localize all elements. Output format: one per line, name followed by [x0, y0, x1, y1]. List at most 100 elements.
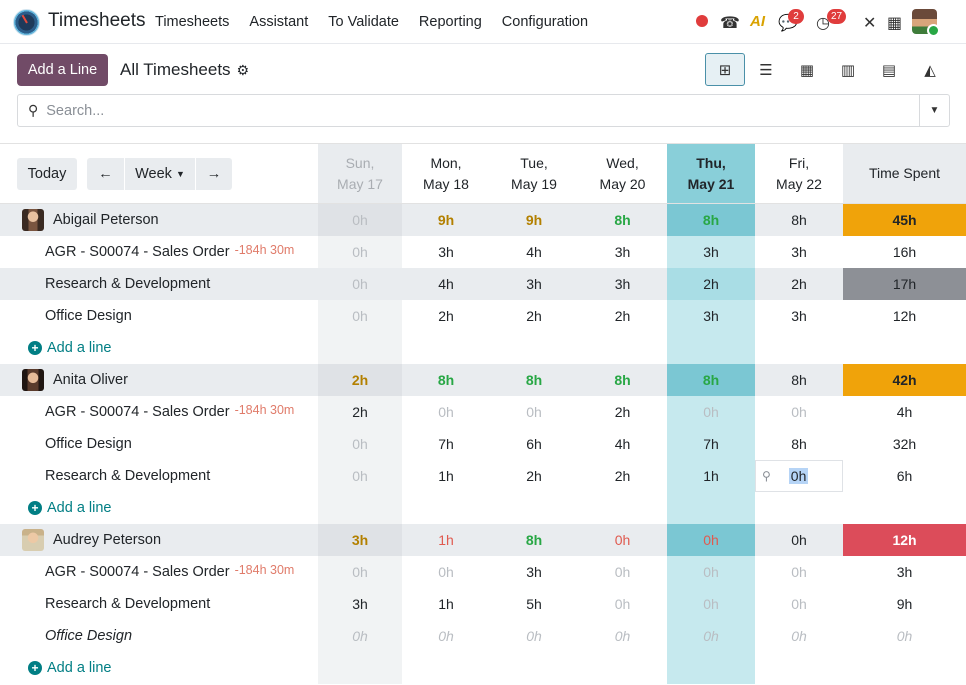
hours-cell[interactable]: 2h [614, 468, 631, 484]
task-label: Office Design [0, 620, 318, 652]
hours-cell[interactable]: 0h [318, 300, 402, 332]
hours-cell[interactable]: 3h [318, 588, 402, 620]
calendar-view-button[interactable]: ▦ [787, 53, 827, 86]
hours-cell[interactable]: 4h [438, 276, 454, 292]
grid-view-button[interactable]: ⊞ [705, 53, 745, 86]
graph-view-button[interactable]: ◭ [910, 53, 950, 86]
hours-cell[interactable]: 4h [614, 436, 631, 452]
range-dropdown[interactable]: Week ▼ [124, 158, 196, 190]
phone-icon[interactable]: ☎ [720, 15, 740, 32]
hours-cell[interactable]: 0h [526, 628, 542, 644]
hours-cell[interactable]: 3h [667, 236, 755, 268]
hours-cell[interactable]: 0h [614, 564, 631, 580]
add-line-label: Add a line [47, 340, 112, 356]
day-name: Thu, [696, 154, 726, 171]
hours-cell[interactable]: 0h [318, 236, 402, 268]
employee-row[interactable]: Abigail Peterson 0h 9h 9h 8h 8h 8h 45h [0, 204, 966, 236]
user-avatar[interactable] [912, 9, 940, 37]
calculator-icon[interactable]: ▦ [887, 15, 903, 32]
search-input[interactable]: Search... [46, 102, 105, 119]
hours-cell[interactable]: 0h [667, 556, 755, 588]
hours-cell[interactable]: 3h [667, 300, 755, 332]
add-a-line-button[interactable]: Add a Line [17, 54, 108, 86]
hours-cell[interactable]: 1h [438, 596, 454, 612]
breadcrumb-title: All Timesheets [120, 60, 231, 79]
hours-input[interactable]: 0h [788, 468, 809, 484]
hours-cell[interactable]: 2h [614, 404, 631, 420]
hours-cell[interactable]: 2h [526, 308, 542, 324]
hours-cell[interactable]: 0h [667, 588, 755, 620]
task-label: AGR - S00074 - Sales Order -184h 30m [0, 396, 318, 428]
hours-cell[interactable]: 0h [318, 460, 402, 492]
hours-cell[interactable]: 6h [526, 436, 542, 452]
hours-cell[interactable]: 0h [614, 628, 631, 644]
line-total: 4h [896, 404, 913, 420]
list-view-button[interactable]: ☰ [746, 53, 786, 86]
hours-cell[interactable]: 3h [614, 244, 631, 260]
hours-cell[interactable]: 3h [526, 276, 542, 292]
hours-cell[interactable]: 7h [438, 436, 454, 452]
hours-cell[interactable]: 1h [438, 468, 454, 484]
add-line-link[interactable]: + Add a line [0, 492, 318, 524]
timesheets-app-icon[interactable] [13, 9, 40, 36]
hours-cell-editing[interactable]: ⚲ 0h [755, 460, 843, 492]
hours-cell[interactable]: 4h [526, 244, 542, 260]
hours-cell[interactable]: 2h [614, 308, 631, 324]
kanban-view-button[interactable]: ▥ [828, 53, 868, 86]
next-button[interactable]: → [196, 158, 232, 190]
menu-assistant[interactable]: Assistant [249, 14, 309, 30]
hours-cell[interactable]: 0h [791, 404, 807, 420]
hours-cell[interactable]: 0h [318, 268, 402, 300]
employee-row[interactable]: Audrey Peterson 3h 1h 8h 0h 0h 0h 12h [0, 524, 966, 556]
hours-cell[interactable]: 0h [791, 564, 807, 580]
ai-icon[interactable]: AI [750, 13, 765, 30]
hours-cell[interactable]: 0h [318, 556, 402, 588]
menu-configuration[interactable]: Configuration [501, 14, 589, 30]
hours-cell[interactable]: 0h [791, 628, 807, 644]
search-dropdown-toggle[interactable]: ▼ [919, 95, 949, 126]
task-label: Research & Development [0, 588, 318, 620]
hours-cell[interactable]: 3h [526, 564, 542, 580]
hours-cell[interactable]: 3h [438, 244, 454, 260]
menu-reporting[interactable]: Reporting [418, 14, 482, 30]
hours-cell[interactable]: 0h [526, 404, 542, 420]
hours-cell[interactable]: 3h [791, 244, 807, 260]
pivot-view-button[interactable]: ▤ [869, 53, 909, 86]
hours-cell[interactable]: 7h [667, 428, 755, 460]
add-line-link[interactable]: + Add a line [0, 652, 318, 684]
hours-cell[interactable]: 0h [438, 404, 454, 420]
recording-dot-icon[interactable] [696, 15, 708, 27]
hours-cell[interactable]: 5h [526, 596, 542, 612]
hours-cell[interactable]: 0h [667, 396, 755, 428]
hours-cell[interactable]: 3h [791, 308, 807, 324]
today-button[interactable]: Today [17, 158, 77, 190]
magnifier-icon[interactable]: ⚲ [762, 469, 771, 483]
hours-cell[interactable]: 1h [667, 460, 755, 492]
hours-cell[interactable]: 2h [791, 276, 807, 292]
hours-cell[interactable]: 2h [526, 468, 542, 484]
previous-button[interactable]: ← [87, 158, 124, 190]
day-name: Tue, [520, 154, 548, 171]
hours-cell[interactable]: 0h [667, 620, 755, 652]
gear-icon[interactable]: ⚙ [236, 61, 250, 78]
hours-cell[interactable]: 3h [614, 276, 631, 292]
hours-cell[interactable]: 0h [438, 564, 454, 580]
tools-icon[interactable]: ✕ [863, 15, 877, 32]
hours-cell[interactable]: 8h [791, 436, 807, 452]
hours-cell[interactable]: 0h [791, 596, 807, 612]
hours-cell[interactable]: 0h [614, 596, 631, 612]
menu-timesheets[interactable]: Timesheets [155, 14, 230, 30]
hours-cell[interactable]: 0h [438, 628, 454, 644]
add-line-link[interactable]: + Add a line [0, 332, 318, 364]
hours-cell[interactable]: 2h [318, 396, 402, 428]
line-total: 12h [892, 308, 917, 324]
hours-cell[interactable]: 2h [667, 268, 755, 300]
hours-cell[interactable]: 2h [438, 308, 454, 324]
employee-row[interactable]: Anita Oliver 2h 8h 8h 8h 8h 8h 42h [0, 364, 966, 396]
hours-cell[interactable]: 0h [318, 428, 402, 460]
menu-to-validate[interactable]: To Validate [328, 14, 399, 30]
app-title[interactable]: Timesheets [48, 10, 146, 31]
task-label: Research & Development [0, 460, 318, 492]
hours-cell[interactable]: 0h [318, 620, 402, 652]
activity-clock-icon[interactable]: ◷ [816, 15, 830, 32]
